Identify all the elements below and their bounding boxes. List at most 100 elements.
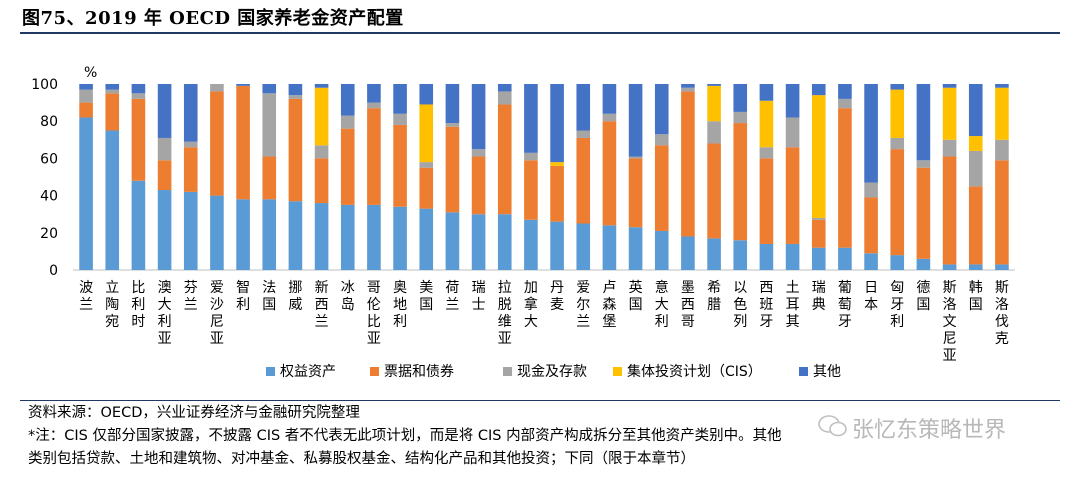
bar-segment-equity: [393, 206, 407, 270]
x-tick-char: 哥: [367, 280, 381, 296]
bar-segment-cash: [183, 141, 198, 148]
bar-segment-equity: [759, 243, 774, 270]
bar-segment-cash: [602, 113, 617, 122]
bar-segment-bills_bonds: [236, 85, 250, 200]
y-tick-label: 20: [40, 226, 58, 242]
bar-segment-other: [79, 84, 93, 90]
bar-segment-cash: [838, 98, 852, 109]
x-tick-char: 挪: [288, 280, 302, 296]
bar-segment-other: [157, 84, 172, 138]
x-tick-char: 新: [315, 280, 329, 296]
bar-segment-bills_bonds: [497, 104, 512, 215]
bar-segment-equity: [628, 227, 643, 270]
bar-segment-cash: [393, 113, 407, 125]
legend-label-equity: 权益资产: [280, 364, 336, 380]
x-tick-char: 土: [786, 280, 800, 296]
x-tick-label: 匈牙利: [890, 280, 904, 330]
y-axis: 0 20 40 60 80 100%: [31, 65, 97, 279]
bar-segment-equity: [968, 264, 983, 270]
x-tick-char: 英: [629, 279, 643, 296]
bar-segment-equity: [262, 199, 277, 270]
x-tick-char: 智: [236, 280, 250, 296]
x-tick-char: 美: [419, 280, 433, 296]
bar-segment-other: [628, 84, 643, 157]
x-tick-char: 西: [681, 297, 695, 313]
bar-segment-bills_bonds: [419, 167, 434, 209]
bar-segment-other: [105, 84, 120, 90]
bar-segment-bills_bonds: [340, 128, 355, 205]
bar-segment-bills_bonds: [838, 108, 852, 248]
x-tick-label: 瑞士: [472, 280, 486, 313]
bar-segment-other: [550, 84, 564, 163]
bar-segment-cash: [262, 93, 277, 157]
x-tick-char: 大: [655, 297, 669, 313]
x-tick-char: 瑞: [812, 280, 826, 296]
x-tick-label: 意大利: [655, 279, 669, 330]
bar-segment-equity: [864, 253, 878, 270]
bar-segment-cash: [654, 134, 669, 146]
bar-segment-cis: [811, 95, 826, 218]
x-tick-char: 日: [864, 280, 878, 296]
bar-segment-other: [576, 84, 591, 131]
x-tick-label: 波兰: [79, 280, 93, 313]
bar-segment-other: [367, 84, 381, 103]
bar-segment-bills_bonds: [471, 156, 486, 215]
bar-segment-cash: [576, 130, 591, 138]
x-tick-char: 奥: [393, 279, 407, 296]
x-tick-char: 兰: [445, 297, 459, 313]
x-tick-label: 卢森堡: [602, 280, 616, 330]
bar-segment-other: [497, 84, 512, 92]
bar-segment-equity: [995, 264, 1009, 270]
bar-segment-cash: [864, 182, 878, 198]
x-tick-char: 亚: [367, 331, 381, 347]
bar-segment-bills_bonds: [550, 165, 564, 222]
x-tick-char: 比: [131, 280, 145, 296]
bar-segment-cis: [759, 100, 774, 148]
x-tick-char: 爱: [576, 280, 590, 296]
bar-segment-other: [916, 84, 931, 161]
bar-segment-cash: [942, 139, 957, 157]
bar-segment-bills_bonds: [968, 186, 983, 265]
x-tick-char: 本: [864, 297, 878, 313]
bar-segment-cis: [314, 87, 329, 146]
legend-label-bills_bonds: 票据和债券: [384, 364, 454, 380]
bar-segment-other: [785, 84, 800, 118]
bar-segment-other: [524, 84, 538, 153]
bar-segment-cash: [471, 149, 486, 157]
x-tick-char: 冰: [341, 280, 355, 296]
bar-segment-other: [968, 84, 983, 137]
bar-segment-bills_bonds: [785, 147, 800, 244]
x-tick-char: 意: [655, 279, 669, 296]
x-tick-label: 新西兰: [315, 280, 329, 330]
x-tick-char: 陶: [105, 297, 119, 313]
x-tick-label: 土耳其: [786, 280, 800, 330]
x-tick-char: 拉: [498, 280, 512, 296]
bar-segment-bills_bonds: [628, 158, 643, 228]
bar-segment-equity: [550, 221, 564, 270]
x-tick-char: 荷: [445, 280, 459, 296]
bar-segment-other: [419, 84, 434, 105]
bar-segment-equity: [681, 236, 695, 270]
x-tick-label: 冰岛: [341, 280, 355, 313]
bar-segment-bills_bonds: [759, 158, 774, 244]
x-tick-char: 国: [916, 297, 930, 313]
title-divider: [20, 32, 1060, 34]
bar-segment-equity: [811, 247, 826, 270]
x-tick-char: 斯: [995, 280, 1009, 296]
bar-segment-bills_bonds: [314, 158, 329, 204]
bar-segment-bills_bonds: [864, 197, 878, 254]
bar-segment-other: [890, 84, 905, 90]
bar-segment-cash: [707, 121, 721, 144]
bar-segment-other: [995, 84, 1009, 88]
bar-segment-other: [681, 84, 695, 88]
bar-segment-equity: [707, 238, 721, 270]
x-tick-label: 美国: [419, 280, 433, 313]
x-tick-char: 利: [158, 314, 172, 330]
x-tick-char: 洛: [943, 297, 957, 313]
bar-segment-other: [942, 84, 957, 88]
x-tick-char: 耳: [786, 297, 800, 313]
x-tick-char: 脱: [498, 297, 512, 313]
x-tick-label: 韩国: [969, 280, 983, 313]
